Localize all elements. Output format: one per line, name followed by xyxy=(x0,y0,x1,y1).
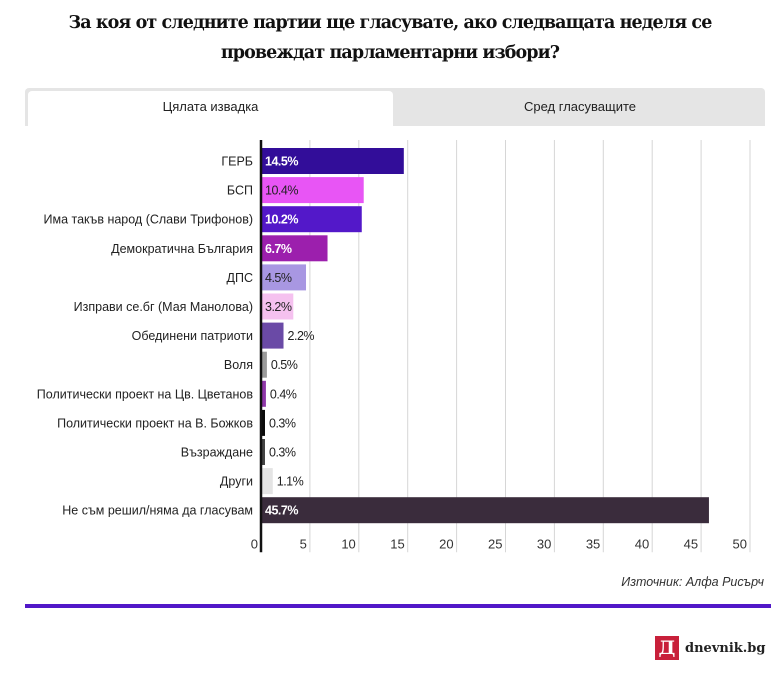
x-tick-label: 10 xyxy=(341,536,355,551)
x-tick-label: 50 xyxy=(733,536,747,551)
bar xyxy=(262,206,362,233)
x-tick-label: 0 xyxy=(251,536,258,551)
bar xyxy=(262,409,265,436)
category-label: Не съм решил/няма да гласувам xyxy=(62,504,253,518)
value-label: 4.5% xyxy=(265,271,292,285)
category-label: Политически проект на Цв. Цветанов xyxy=(37,387,254,401)
tab-bar: Цялата извадка Сред гласуващите xyxy=(25,88,765,126)
bar xyxy=(262,380,266,407)
bar xyxy=(262,293,294,320)
bar xyxy=(262,235,328,262)
x-tick-label: 35 xyxy=(586,536,600,551)
value-label: 3.2% xyxy=(265,300,292,314)
value-label: 0.4% xyxy=(270,387,297,401)
tab-whole-sample[interactable]: Цялата извадка xyxy=(28,91,393,126)
bar xyxy=(262,468,273,495)
value-label: 10.2% xyxy=(265,213,298,227)
category-label: Политически проект на В. Божков xyxy=(57,416,253,430)
bar xyxy=(262,351,267,378)
bar xyxy=(262,177,364,204)
tab-among-voters[interactable]: Сред гласуващите xyxy=(523,99,637,114)
value-label: 0.3% xyxy=(269,416,296,430)
x-tick-label: 40 xyxy=(635,536,649,551)
value-label: 10.4% xyxy=(265,184,298,198)
category-label: Воля xyxy=(224,358,253,372)
x-tick-label: 30 xyxy=(537,536,551,551)
value-label: 2.2% xyxy=(288,329,315,343)
dnevnik-logo[interactable]: Д dnevnik.bg xyxy=(655,636,765,660)
x-tick-label: 5 xyxy=(300,536,307,551)
category-label: Други xyxy=(220,475,253,489)
bar xyxy=(262,322,284,349)
value-label: 14.5% xyxy=(265,155,298,169)
category-label: Възраждане xyxy=(181,446,253,460)
x-tick-label: 25 xyxy=(488,536,502,551)
category-label: ДПС xyxy=(227,271,253,285)
bar xyxy=(262,497,709,524)
bar xyxy=(262,264,307,291)
bar xyxy=(262,148,404,174)
category-label: Има такъв народ (Слави Трифонов) xyxy=(44,213,253,227)
logo-mark-icon: Д xyxy=(655,636,679,660)
value-label: 1.1% xyxy=(277,475,304,489)
source-note: Източник: Алфа Рисърч xyxy=(621,575,764,589)
value-label: 6.7% xyxy=(265,242,292,256)
value-label: 0.5% xyxy=(271,358,298,372)
chart-title: За коя от следните партии ще гласувате, … xyxy=(68,13,713,63)
bar-chart: ГЕРБ БСП Има такъв народ (Слави Трифонов) Д… xyxy=(37,140,751,553)
category-label: ГЕРБ xyxy=(221,155,253,169)
category-label: Изправи се.бг (Мая Манолова) xyxy=(74,300,253,314)
value-label: 0.3% xyxy=(269,446,296,460)
logo-text: dnevnik.bg xyxy=(685,640,766,656)
accent-divider xyxy=(25,604,771,608)
x-tick-label: 20 xyxy=(439,536,453,551)
x-tick-label: 15 xyxy=(390,536,404,551)
category-label: Демократична България xyxy=(111,242,253,256)
category-label: Обединени патриоти xyxy=(132,329,253,343)
bar xyxy=(262,439,265,465)
x-tick-label: 45 xyxy=(684,536,698,551)
category-label: БСП xyxy=(227,184,253,198)
value-label: 45.7% xyxy=(265,504,298,518)
